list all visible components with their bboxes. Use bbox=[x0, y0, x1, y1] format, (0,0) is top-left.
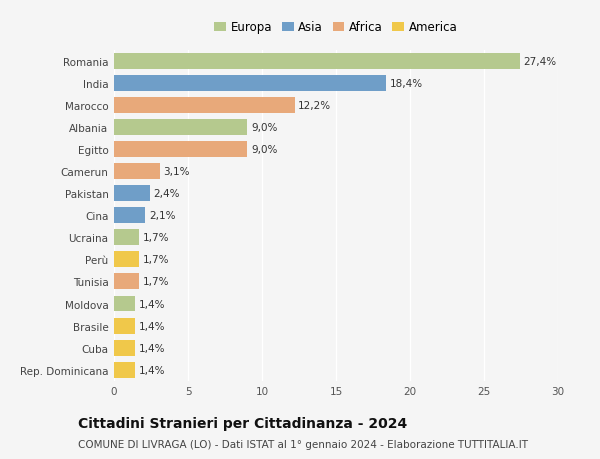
Text: 27,4%: 27,4% bbox=[523, 56, 556, 67]
Bar bbox=[114, 186, 149, 202]
Text: 1,4%: 1,4% bbox=[139, 321, 165, 331]
Text: 9,0%: 9,0% bbox=[251, 123, 277, 133]
Legend: Europa, Asia, Africa, America: Europa, Asia, Africa, America bbox=[209, 17, 463, 39]
Text: 9,0%: 9,0% bbox=[251, 145, 277, 155]
Bar bbox=[114, 252, 139, 268]
Bar bbox=[114, 296, 135, 312]
Text: 1,7%: 1,7% bbox=[143, 277, 169, 287]
Bar bbox=[114, 340, 135, 356]
Bar bbox=[114, 362, 135, 378]
Bar bbox=[114, 230, 139, 246]
Text: 2,4%: 2,4% bbox=[153, 189, 180, 199]
Text: 1,7%: 1,7% bbox=[143, 255, 169, 265]
Bar bbox=[114, 274, 139, 290]
Text: COMUNE DI LIVRAGA (LO) - Dati ISTAT al 1° gennaio 2024 - Elaborazione TUTTITALIA: COMUNE DI LIVRAGA (LO) - Dati ISTAT al 1… bbox=[78, 439, 528, 449]
Text: 2,1%: 2,1% bbox=[149, 211, 175, 221]
Bar bbox=[114, 164, 160, 179]
Bar bbox=[114, 142, 247, 157]
Text: 18,4%: 18,4% bbox=[390, 78, 423, 89]
Bar bbox=[114, 318, 135, 334]
Bar bbox=[114, 76, 386, 91]
Bar bbox=[114, 54, 520, 69]
Text: 1,4%: 1,4% bbox=[139, 365, 165, 375]
Text: Cittadini Stranieri per Cittadinanza - 2024: Cittadini Stranieri per Cittadinanza - 2… bbox=[78, 417, 407, 431]
Bar bbox=[114, 120, 247, 135]
Text: 12,2%: 12,2% bbox=[298, 101, 331, 111]
Text: 1,4%: 1,4% bbox=[139, 299, 165, 309]
Text: 1,7%: 1,7% bbox=[143, 233, 169, 243]
Bar bbox=[114, 208, 145, 224]
Text: 1,4%: 1,4% bbox=[139, 343, 165, 353]
Bar bbox=[114, 98, 295, 113]
Text: 3,1%: 3,1% bbox=[164, 167, 190, 177]
